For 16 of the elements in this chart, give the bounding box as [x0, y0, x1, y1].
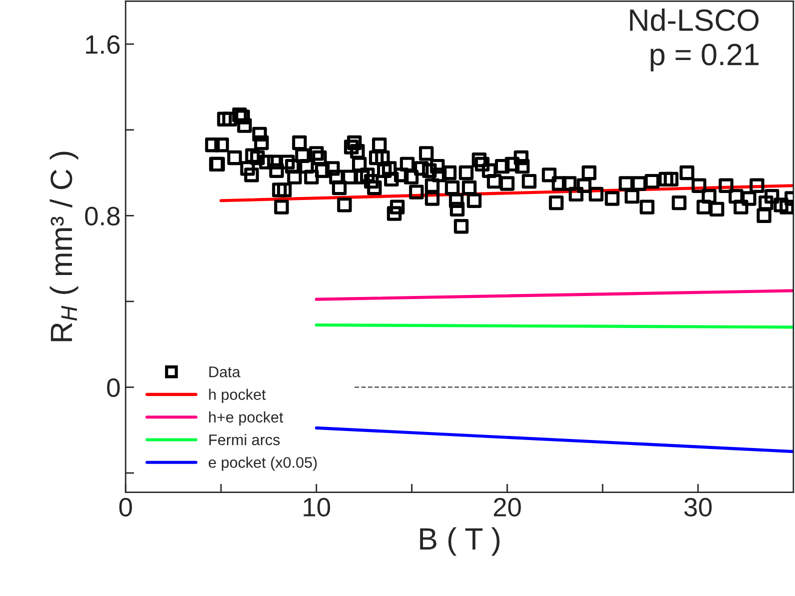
legend-label: h pocket	[209, 388, 266, 403]
legend-label: Data	[209, 366, 240, 378]
x-tick-label: 20	[494, 498, 521, 517]
y-tick-label: 0	[107, 378, 120, 398]
y-tick-label: 1.6	[86, 35, 120, 54]
x-axis-title: B ( T )	[420, 527, 500, 556]
x-tick-label: 0	[119, 498, 132, 517]
y-axis-title: R$_{H}$ ( mm³ / C )	[50, 152, 78, 342]
annotation: p = 0.21	[650, 44, 759, 72]
x-tick-label: 10	[304, 498, 330, 517]
legend-label: Fermi arcs	[209, 434, 280, 446]
x-tick-label: 30	[684, 498, 712, 517]
legend-label: e pocket (x0.05)	[208, 456, 317, 471]
legend-label: h+e pocket	[209, 411, 284, 426]
annotation: Nd-LSCO	[630, 8, 759, 32]
y-tick-label: 0.8	[85, 206, 120, 226]
